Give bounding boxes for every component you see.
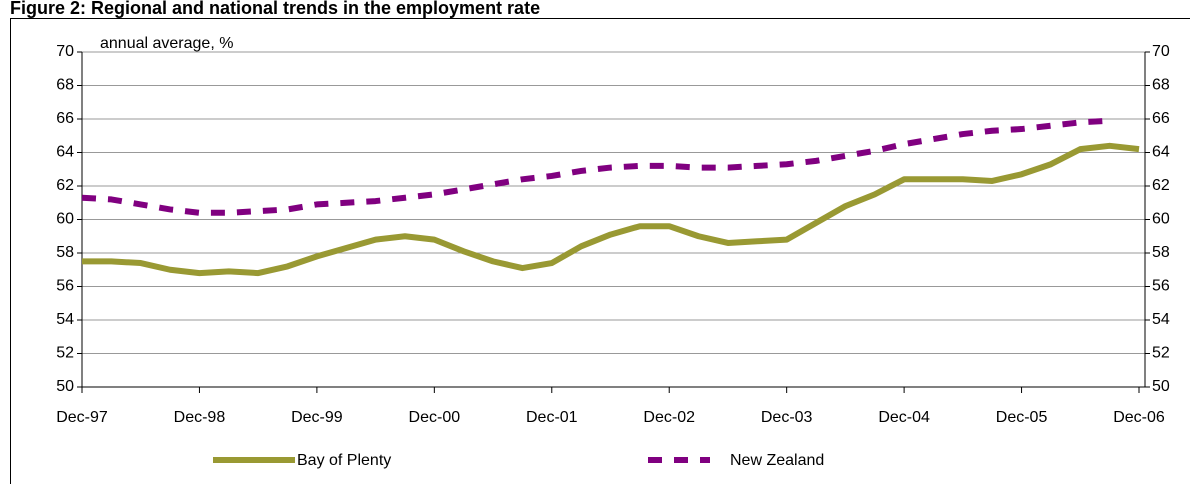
series-line (82, 142, 1140, 277)
x-tick-label: Dec-03 (761, 409, 813, 426)
y2-tick-label: 50 (1152, 378, 1170, 395)
y-tick-label: 52 (56, 345, 74, 362)
chart-title: Figure 2: Regional and national trends i… (10, 0, 540, 18)
y-tick-label: 54 (56, 311, 74, 328)
legend-label: New Zealand (730, 452, 824, 469)
legend-label: Bay of Plenty (297, 452, 391, 469)
y2-tick-label: 54 (1152, 311, 1170, 328)
x-tick-label: Dec-01 (526, 409, 578, 426)
y-tick-label: 68 (56, 77, 74, 94)
x-tick-label: Dec-98 (174, 409, 226, 426)
y-tick-label: 62 (56, 177, 74, 194)
x-tick-label: Dec-04 (878, 409, 930, 426)
series-line (81, 117, 1110, 216)
y2-tick-label: 70 (1152, 43, 1170, 60)
y-tick-label: 60 (56, 211, 74, 228)
x-tick-label: Dec-05 (996, 409, 1048, 426)
x-tick-label: Dec-97 (56, 409, 108, 426)
x-tick-label: Dec-02 (643, 409, 695, 426)
y2-tick-label: 64 (1152, 144, 1170, 161)
x-tick-label: Dec-06 (1113, 409, 1165, 426)
y-axis-label: annual average, % (100, 35, 233, 52)
y2-tick-label: 52 (1152, 345, 1170, 362)
y-tick-label: 64 (56, 144, 74, 161)
y-tick-label: 56 (56, 278, 74, 295)
y-tick-label: 58 (56, 244, 74, 261)
y2-tick-label: 62 (1152, 177, 1170, 194)
y-tick-label: 66 (56, 110, 74, 127)
chart-border (10, 18, 1190, 484)
y-tick-label: 70 (56, 43, 74, 60)
y2-tick-label: 68 (1152, 77, 1170, 94)
x-tick-label: Dec-00 (409, 409, 461, 426)
y2-tick-label: 66 (1152, 110, 1170, 127)
x-tick-label: Dec-99 (291, 409, 343, 426)
y2-tick-label: 58 (1152, 244, 1170, 261)
y-tick-label: 50 (56, 378, 74, 395)
y2-tick-label: 56 (1152, 278, 1170, 295)
y2-tick-label: 60 (1152, 211, 1170, 228)
